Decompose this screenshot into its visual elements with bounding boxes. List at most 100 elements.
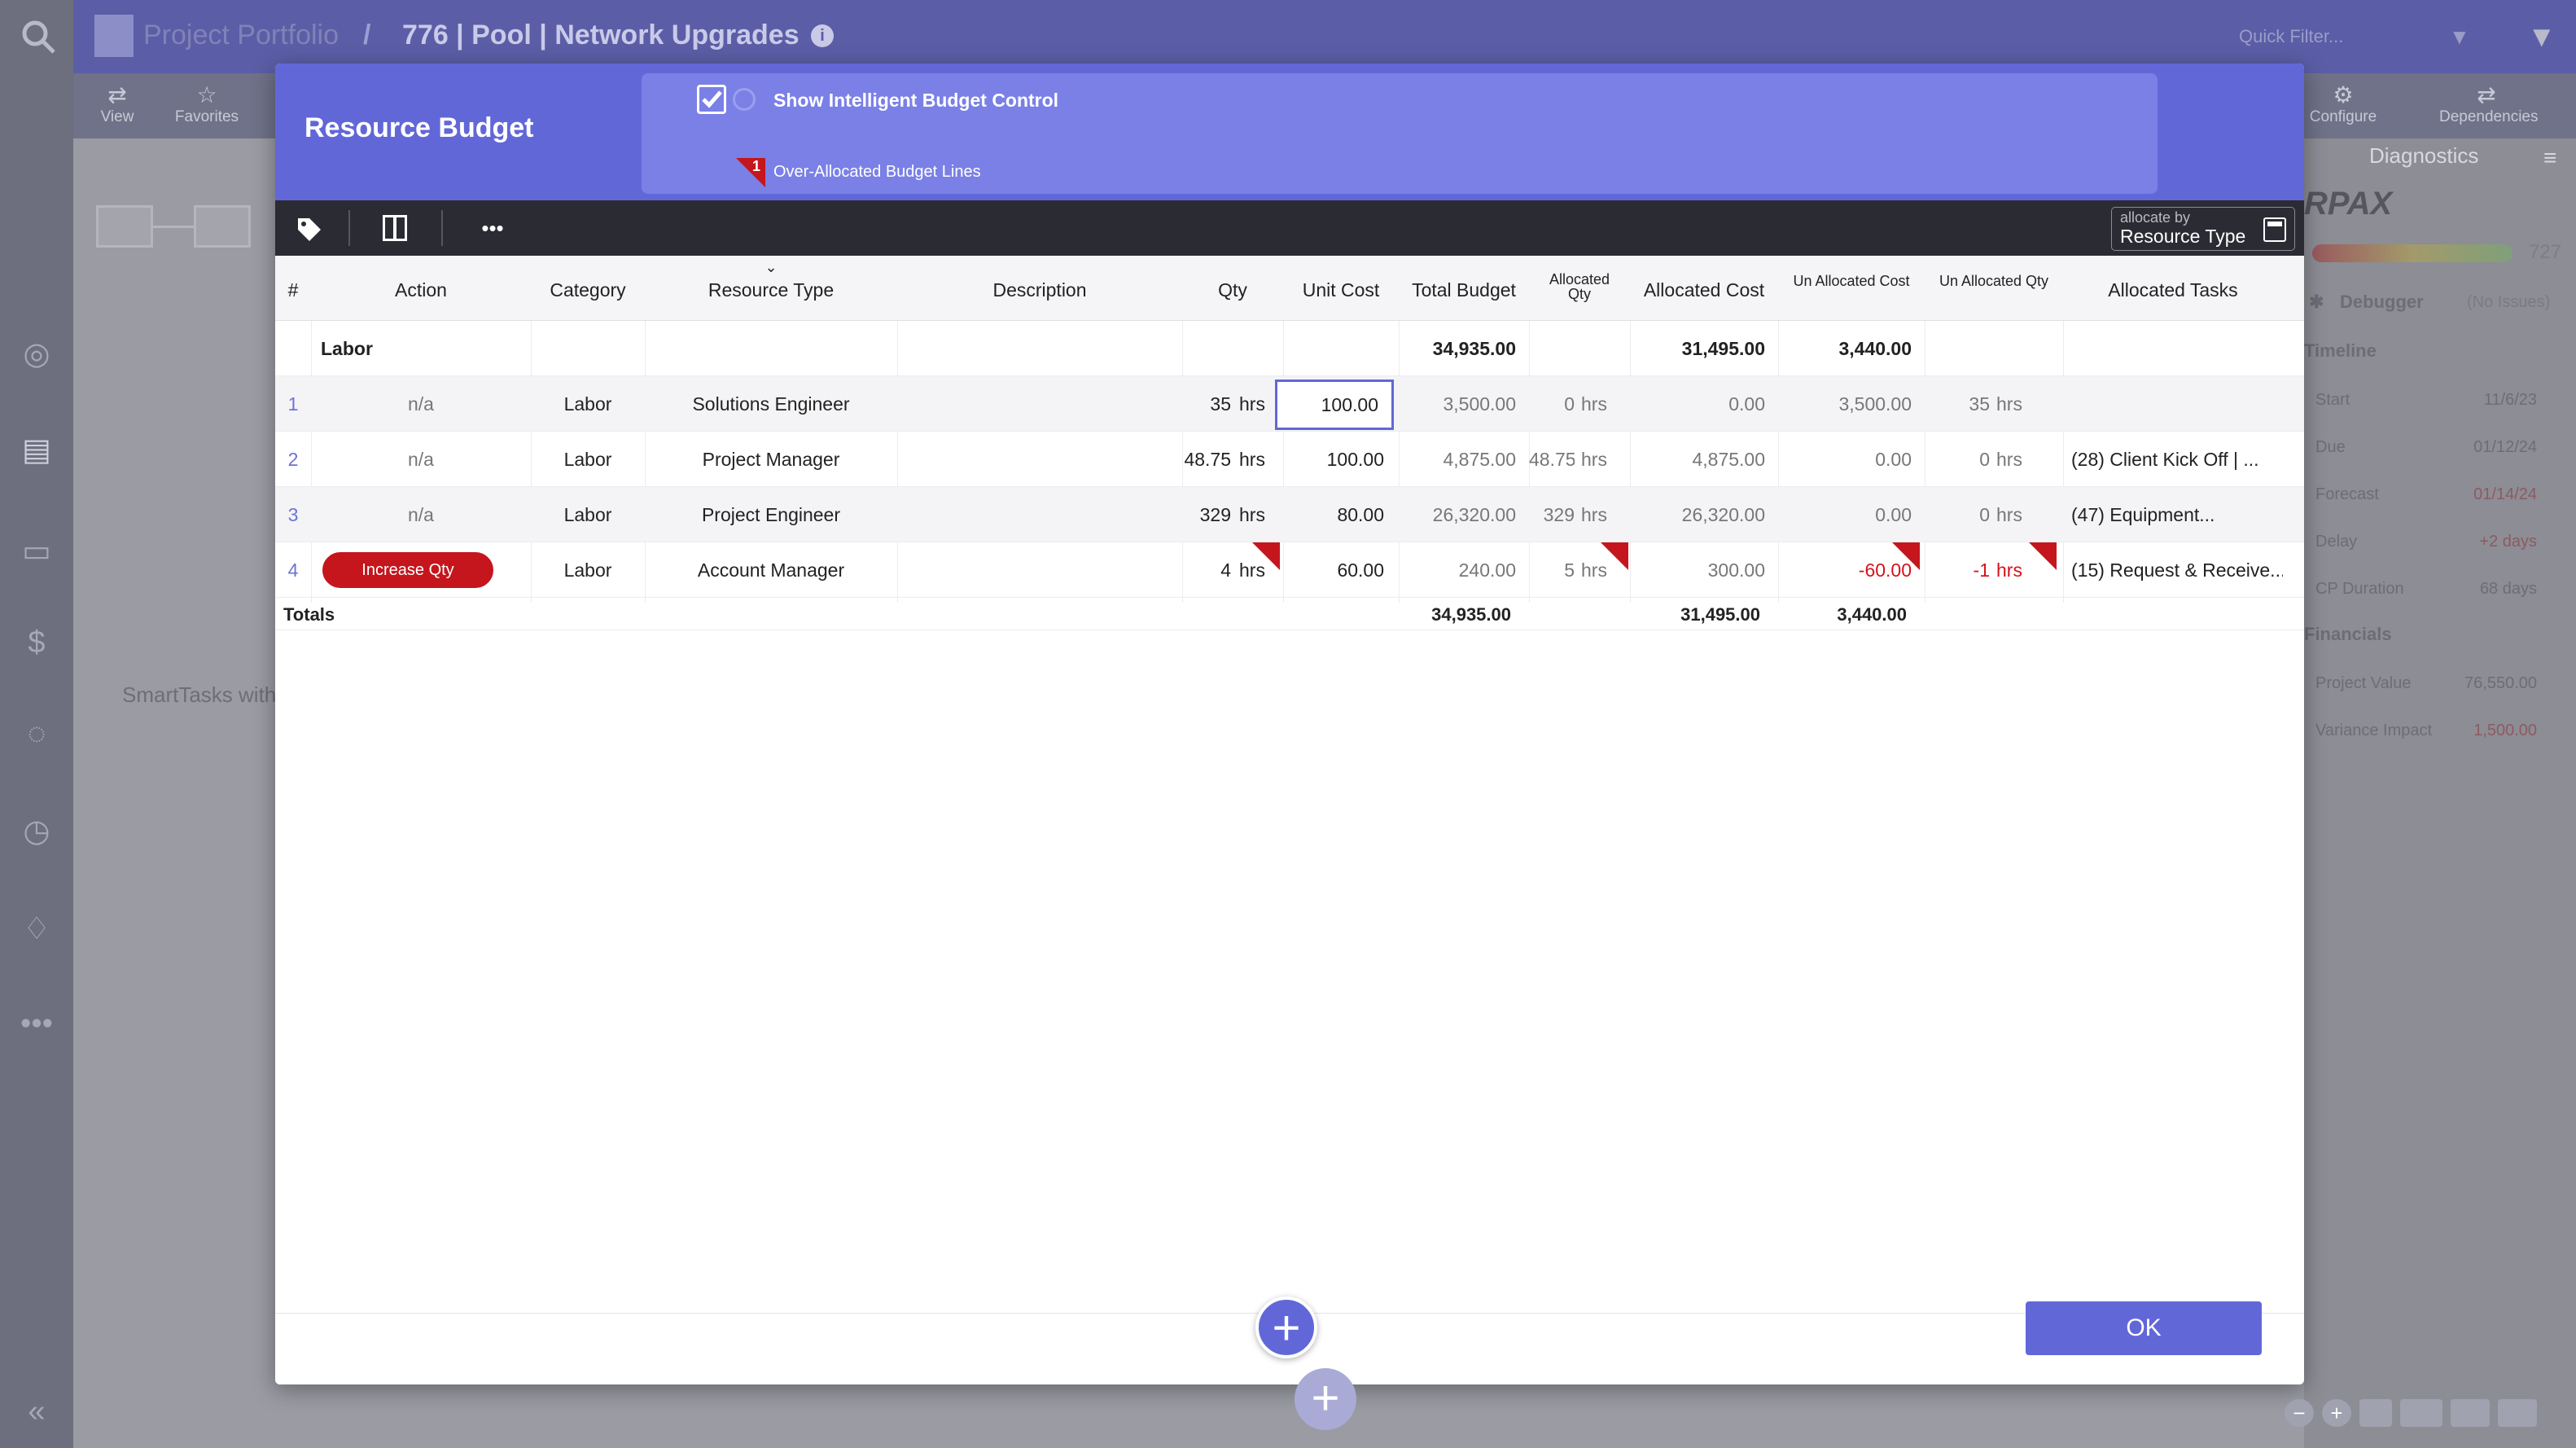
breadcrumb-root[interactable]: Project Portfolio xyxy=(143,20,339,50)
board-icon[interactable]: ▤ xyxy=(22,433,51,467)
row-category[interactable]: Labor xyxy=(563,393,612,415)
grid-icon[interactable] xyxy=(2451,1399,2490,1427)
bell-icon[interactable]: ♢ xyxy=(22,912,51,946)
check-circle-icon[interactable]: ◎ xyxy=(23,337,50,371)
columns-icon[interactable] xyxy=(383,215,407,241)
row-action: n/a xyxy=(408,449,434,470)
row-resource-type[interactable]: Account Manager xyxy=(697,559,845,581)
row-unallocated-cost: 3,500.00 xyxy=(1838,393,1912,415)
row-category[interactable]: Labor xyxy=(563,559,612,581)
row-allocated-tasks[interactable]: (28) Client Kick Off | ... xyxy=(2071,449,2259,470)
row-number[interactable]: 4 xyxy=(287,559,299,581)
row-allocated-qty: 0 xyxy=(1564,393,1575,415)
table-row[interactable]: 4 Increase Qty Labor Account Manager 4 h… xyxy=(275,542,2304,598)
view-label: View xyxy=(100,108,134,125)
zoom-in-icon[interactable]: + xyxy=(2322,1399,2351,1427)
configure-label: Configure xyxy=(2309,108,2377,125)
col-unallocated-cost[interactable]: Un Allocated Cost xyxy=(1793,273,1910,289)
menu-icon[interactable]: ≡ xyxy=(2543,145,2557,170)
configure-button[interactable]: ⚙ Configure xyxy=(2309,82,2377,125)
table-row[interactable]: 2 n/a Labor Project Manager 48.75 hrs 10… xyxy=(275,432,2304,487)
over-allocated-label[interactable]: Over-Allocated Budget Lines xyxy=(773,163,981,181)
totals-row: Totals 34,935.00 31,495.00 3,440.00 xyxy=(275,598,2304,630)
col-allocated-cost[interactable]: Allocated Cost xyxy=(1643,279,1765,301)
row-allocated-tasks[interactable]: (47) Equipment... xyxy=(2071,504,2215,525)
dollar-icon[interactable]: $ xyxy=(28,625,46,660)
col-num[interactable]: # xyxy=(287,279,299,301)
ibc-label[interactable]: Show Intelligent Budget Control xyxy=(773,90,1059,111)
zoom-level-icon[interactable] xyxy=(2400,1399,2442,1427)
info-icon[interactable]: i xyxy=(811,24,834,47)
portfolio-icon[interactable] xyxy=(94,15,134,57)
row-resource-type[interactable]: Project Engineer xyxy=(701,504,841,525)
row-unit-cost[interactable]: 60.00 xyxy=(1337,559,1384,581)
cycle-icon[interactable]: ◌ xyxy=(27,717,46,751)
row-number[interactable]: 2 xyxy=(287,449,299,470)
row-number[interactable]: 1 xyxy=(287,393,299,415)
row-allocated-tasks[interactable]: (15) Request & Receive... xyxy=(2071,559,2283,581)
row-resource-type[interactable]: Solutions Engineer xyxy=(692,393,850,415)
col-allocated-qty[interactable]: Allocated Qty xyxy=(1529,272,1630,301)
ok-button[interactable]: OK xyxy=(2026,1301,2262,1355)
table-row[interactable]: 3 n/a Labor Project Engineer 329 hrs 80.… xyxy=(275,487,2304,542)
search-icon[interactable] xyxy=(20,18,57,55)
tag-icon[interactable] xyxy=(291,200,327,276)
increase-qty-button[interactable]: Increase Qty xyxy=(321,551,495,590)
col-category[interactable]: Category xyxy=(550,279,626,301)
row-unit-cost[interactable]: 100.00 xyxy=(1326,449,1384,470)
row-category[interactable]: Labor xyxy=(563,504,612,525)
financials-heading: Financials xyxy=(2304,624,2392,644)
col-allocated-qty-line2: Qty xyxy=(1567,286,1591,302)
fit-icon[interactable] xyxy=(2359,1399,2392,1427)
row-total-budget: 26,320.00 xyxy=(1432,504,1516,525)
ibc-checkbox[interactable] xyxy=(697,85,726,114)
col-total-budget[interactable]: Total Budget xyxy=(1412,279,1516,301)
row-number[interactable]: 3 xyxy=(287,504,299,525)
task-node[interactable] xyxy=(96,205,153,248)
dependencies-button[interactable]: ⇄ Dependencies xyxy=(2439,82,2539,125)
row-unit-cost[interactable]: 80.00 xyxy=(1337,504,1384,525)
sort-chevron-icon[interactable]: ⌄ xyxy=(764,259,778,275)
row-qty[interactable]: 4 xyxy=(1220,559,1231,581)
favorites-button[interactable]: ☆ Favorites xyxy=(174,82,239,125)
row-qty[interactable]: 35 xyxy=(1210,393,1231,415)
zoom-controls: − + xyxy=(2285,1399,2561,1427)
briefcase-icon[interactable]: ▭ xyxy=(22,534,51,568)
more-options-icon[interactable]: ••• xyxy=(481,216,504,240)
group-row-labor[interactable]: Labor 34,935.00 31,495.00 3,440.00 xyxy=(275,321,2304,376)
row-resource-type[interactable]: Project Manager xyxy=(702,449,840,470)
col-action[interactable]: Action xyxy=(395,279,447,301)
row-qty[interactable]: 48.75 xyxy=(1184,449,1231,470)
row-allocated-qty-unit: hrs xyxy=(1581,393,1607,415)
timeline-label: CP Duration xyxy=(2315,580,2404,598)
row-category[interactable]: Labor xyxy=(563,449,612,470)
filter-dropdown-icon[interactable]: ▼ xyxy=(2449,24,2470,49)
row-qty[interactable]: 329 xyxy=(1199,504,1231,525)
col-unallocated-qty[interactable]: Un Allocated Qty xyxy=(1939,273,2049,289)
zoom-out-icon[interactable]: − xyxy=(2285,1399,2314,1427)
unit-cost-input[interactable]: 100.00 xyxy=(1275,380,1394,430)
col-resource-type[interactable]: Resource Type xyxy=(708,279,835,301)
col-allocated-qty-line1: Allocated xyxy=(1549,271,1610,287)
collapse-icon[interactable]: « xyxy=(28,1394,46,1428)
timer-icon[interactable]: ◷ xyxy=(23,814,50,849)
allocate-by-select[interactable]: allocate by Resource Type xyxy=(2111,207,2295,251)
table-row[interactable]: 1 n/a Labor Solutions Engineer 35 hrs 10… xyxy=(275,376,2304,432)
calculator-icon[interactable] xyxy=(2263,217,2286,242)
col-unit-cost[interactable]: Unit Cost xyxy=(1302,279,1380,301)
task-node[interactable] xyxy=(194,205,251,248)
financial-label: Project Value xyxy=(2315,674,2412,692)
col-qty[interactable]: Qty xyxy=(1218,279,1247,301)
group-unallocated-cost: 3,440.00 xyxy=(1838,338,1912,359)
filter-icon[interactable]: ▼ xyxy=(2527,20,2556,53)
row-allocated-qty: 5 xyxy=(1564,559,1575,581)
timeline-heading: Timeline xyxy=(2304,340,2377,361)
view-button[interactable]: ⇄ View xyxy=(100,82,134,125)
more-icon[interactable]: ••• xyxy=(20,1007,53,1041)
crop-icon[interactable] xyxy=(2498,1399,2537,1427)
col-description[interactable]: Description xyxy=(992,279,1087,301)
col-allocated-tasks[interactable]: Allocated Tasks xyxy=(2108,279,2238,301)
quick-filter-input[interactable]: Quick Filter... xyxy=(2239,26,2344,46)
background-add-button[interactable]: + xyxy=(1295,1368,1356,1430)
add-line-button[interactable]: + xyxy=(1255,1297,1317,1358)
